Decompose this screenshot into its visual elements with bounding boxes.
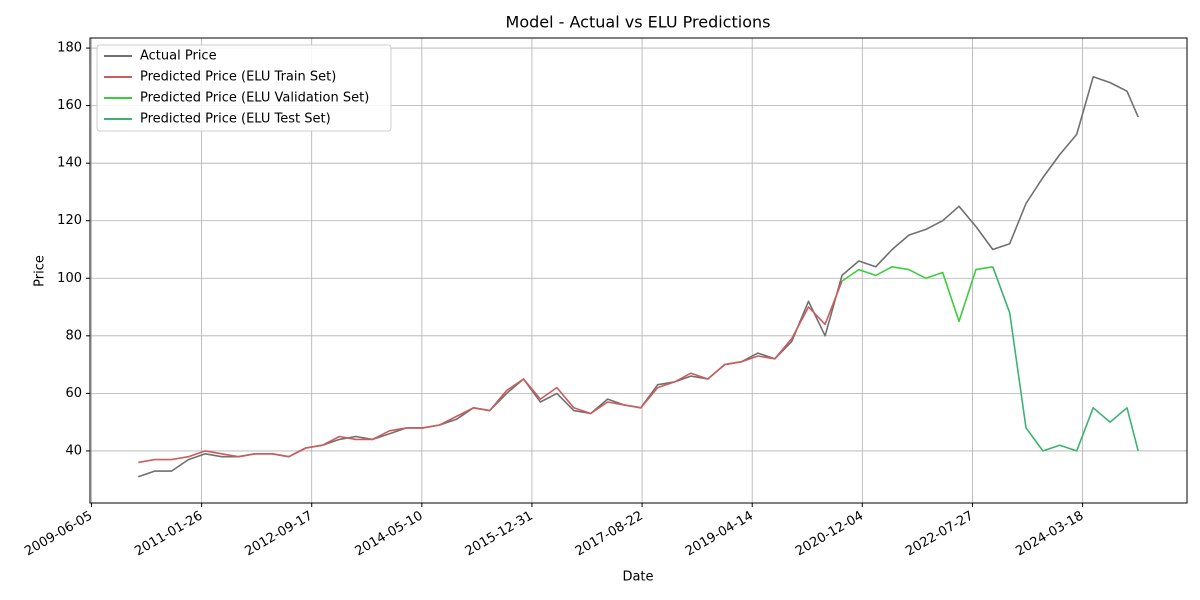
y-tick-label: 40 <box>65 443 82 458</box>
series-line <box>992 266 1139 452</box>
x-tick-label: 2011-01-26 <box>132 509 205 560</box>
y-tick-label: 140 <box>57 156 82 171</box>
x-tick-label: 2009-06-05 <box>22 509 95 560</box>
x-tick-label: 2022-07-27 <box>903 509 976 560</box>
x-tick-label: 2017-08-22 <box>573 509 646 560</box>
x-tick-label: 2019-04-14 <box>683 509 756 560</box>
x-tick-label: 2015-12-31 <box>463 509 536 560</box>
y-tick-label: 80 <box>65 328 82 343</box>
x-tick-label: 2024-03-18 <box>1013 509 1086 560</box>
series-line <box>841 266 993 323</box>
y-axis-label: Price <box>33 255 48 287</box>
chart-title: Model - Actual vs ELU Predictions <box>506 13 771 32</box>
plot-frame <box>89 37 1188 504</box>
x-axis-label: Date <box>622 570 653 585</box>
legend: Actual Price Predicted Price (ELU Train S… <box>96 44 392 132</box>
x-tick-label: 2014-05-10 <box>353 509 426 560</box>
series-line <box>138 280 843 464</box>
y-tick-label: 120 <box>57 213 82 228</box>
y-tick-label: 60 <box>65 386 82 401</box>
x-tick-label: 2020-12-04 <box>793 509 866 560</box>
legend-box <box>96 44 392 132</box>
legend-label: Predicted Price (ELU Test Set) <box>140 112 331 127</box>
legend-label: Actual Price <box>140 49 217 64</box>
series-line <box>138 76 1139 478</box>
legend-label: Predicted Price (ELU Train Set) <box>140 70 336 85</box>
x-tick-label: 2012-09-17 <box>243 509 316 560</box>
legend-label: Predicted Price (ELU Validation Set) <box>140 91 369 106</box>
y-tick-label: 100 <box>57 271 82 286</box>
y-tick-label: 180 <box>57 41 82 56</box>
y-tick-label: 160 <box>57 98 82 113</box>
